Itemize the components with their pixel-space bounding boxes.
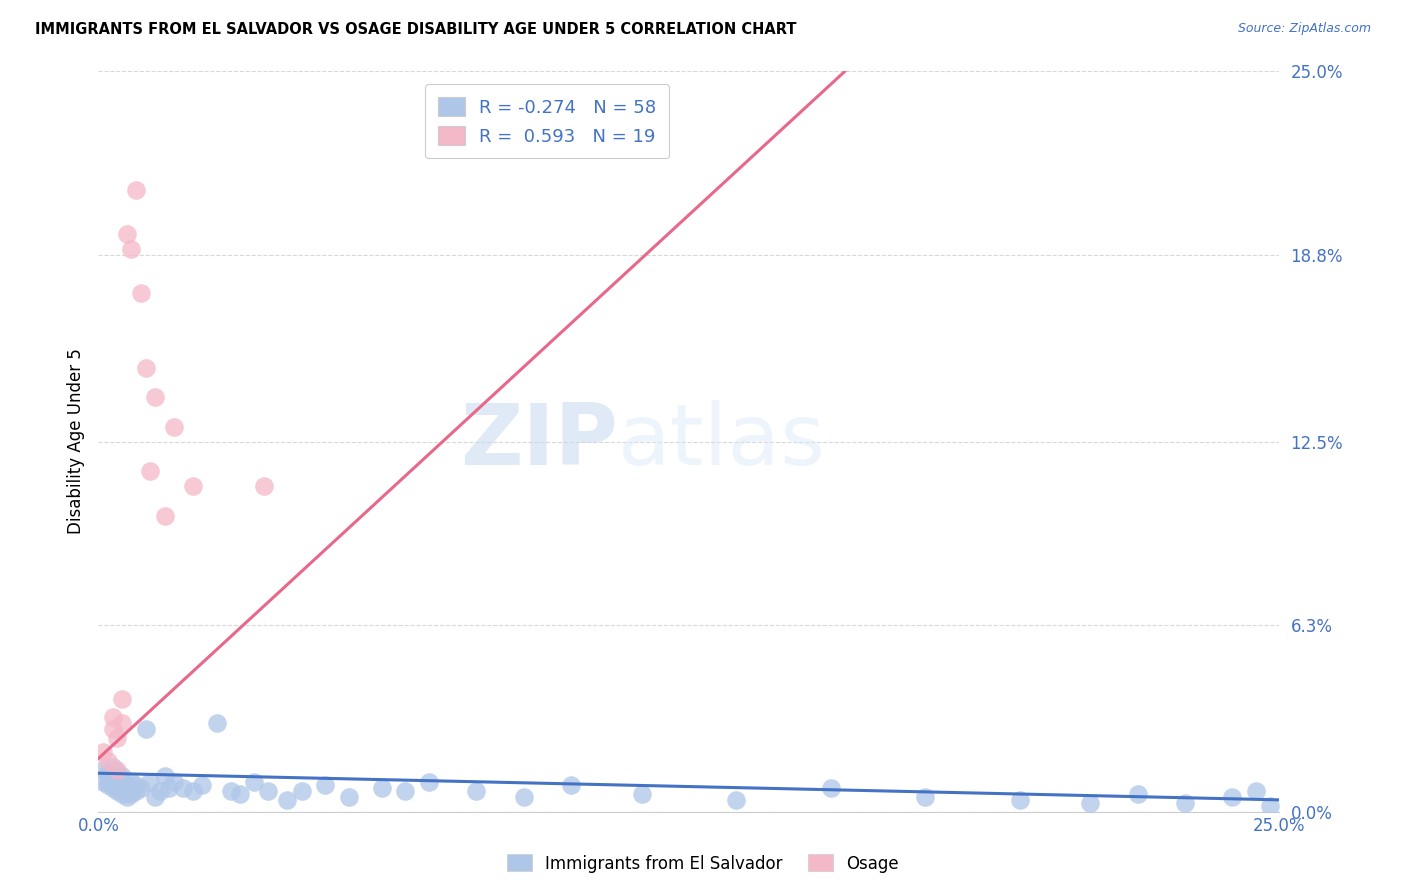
Point	[135, 360, 157, 375]
Point	[630, 787, 652, 801]
Point	[121, 775, 143, 789]
Point	[101, 780, 124, 795]
Point	[191, 778, 214, 792]
Point	[105, 784, 128, 798]
Point	[91, 764, 114, 778]
Point	[219, 784, 242, 798]
Point	[1080, 796, 1102, 810]
Point	[418, 775, 440, 789]
Point	[125, 183, 148, 197]
Point	[121, 242, 143, 256]
Point	[394, 784, 416, 798]
Point	[465, 784, 488, 798]
Point	[105, 766, 128, 780]
Point	[820, 780, 842, 795]
Point	[125, 784, 148, 798]
Point	[143, 390, 166, 404]
Point	[105, 775, 128, 789]
Point	[101, 710, 124, 724]
Point	[257, 784, 280, 798]
Point	[97, 775, 120, 789]
Text: ZIP: ZIP	[460, 400, 619, 483]
Point	[314, 778, 336, 792]
Point	[1244, 784, 1267, 798]
Point	[105, 731, 128, 745]
Point	[181, 784, 204, 798]
Point	[143, 789, 166, 804]
Text: atlas: atlas	[619, 400, 827, 483]
Point	[101, 722, 124, 736]
Legend: Immigrants from El Salvador, Osage: Immigrants from El Salvador, Osage	[501, 847, 905, 880]
Point	[125, 778, 148, 792]
Point	[1258, 798, 1281, 813]
Text: Source: ZipAtlas.com: Source: ZipAtlas.com	[1237, 22, 1371, 36]
Point	[153, 508, 176, 523]
Point	[105, 764, 128, 778]
Point	[149, 784, 172, 798]
Point	[139, 775, 162, 789]
Point	[91, 746, 114, 760]
Point	[97, 755, 120, 769]
Point	[157, 780, 180, 795]
Point	[914, 789, 936, 804]
Point	[1126, 787, 1149, 801]
Point	[153, 769, 176, 783]
Point	[115, 227, 138, 242]
Point	[181, 479, 204, 493]
Point	[111, 769, 134, 783]
Point	[139, 464, 162, 478]
Point	[725, 793, 748, 807]
Point	[111, 778, 134, 792]
Point	[129, 780, 152, 795]
Point	[205, 715, 228, 730]
Point	[290, 784, 312, 798]
Point	[97, 766, 120, 780]
Point	[163, 419, 186, 434]
Point	[1174, 796, 1197, 810]
Point	[111, 715, 134, 730]
Point	[101, 760, 124, 774]
Point	[337, 789, 360, 804]
Y-axis label: Disability Age Under 5: Disability Age Under 5	[66, 349, 84, 534]
Point	[115, 789, 138, 804]
Legend: R = -0.274   N = 58, R =  0.593   N = 19: R = -0.274 N = 58, R = 0.593 N = 19	[425, 84, 669, 158]
Point	[512, 789, 534, 804]
Text: IMMIGRANTS FROM EL SALVADOR VS OSAGE DISABILITY AGE UNDER 5 CORRELATION CHART: IMMIGRANTS FROM EL SALVADOR VS OSAGE DIS…	[35, 22, 797, 37]
Point	[1220, 789, 1243, 804]
Point	[560, 778, 582, 792]
Point	[243, 775, 266, 789]
Point	[276, 793, 298, 807]
Point	[1008, 793, 1031, 807]
Point	[135, 722, 157, 736]
Point	[121, 787, 143, 801]
Point	[172, 780, 194, 795]
Point	[97, 778, 120, 792]
Point	[101, 772, 124, 786]
Point	[115, 778, 138, 792]
Point	[101, 775, 124, 789]
Point	[229, 787, 252, 801]
Point	[163, 775, 186, 789]
Point	[129, 286, 152, 301]
Point	[371, 780, 394, 795]
Point	[91, 775, 114, 789]
Point	[111, 787, 134, 801]
Point	[253, 479, 276, 493]
Point	[111, 692, 134, 706]
